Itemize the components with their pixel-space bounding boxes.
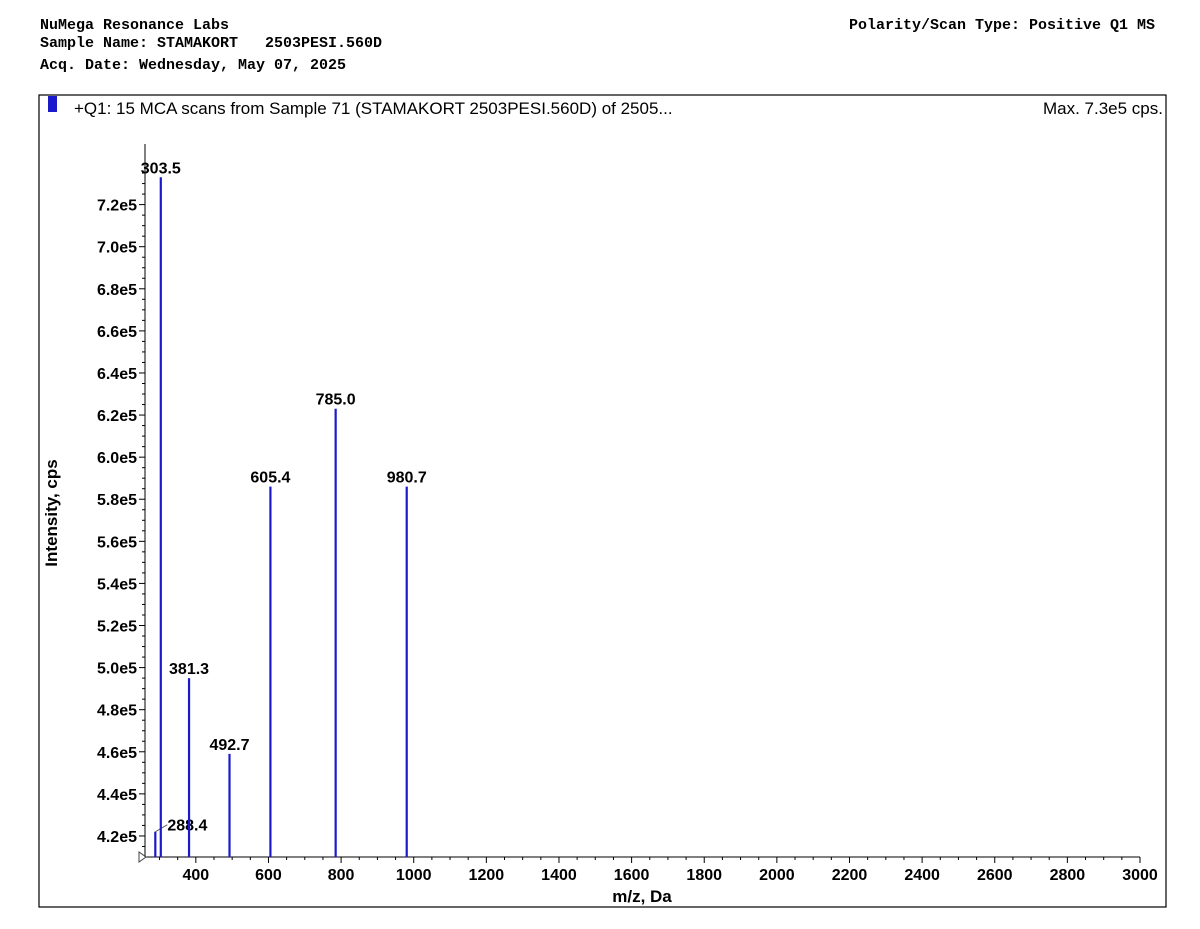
x-tick-label: 1800: [686, 867, 722, 884]
polarity-scan-type: Polarity/Scan Type: Positive Q1 MS: [848, 17, 1155, 34]
x-axis: 400 600 800 1000 1200 1400 1600 1800 2000 2200 240…: [145, 856, 1158, 884]
y-tick-label: 5.0e5: [97, 661, 137, 678]
y-tick-label: 6.6e5: [97, 324, 137, 341]
max-intensity-label: Max. 7.3e5 cps.: [1043, 99, 1163, 118]
y-tick-label: 6.2e5: [97, 408, 137, 425]
y-tick-label: 5.2e5: [97, 619, 137, 636]
x-tick-label: 600: [255, 867, 282, 884]
x-tick-label: 1200: [469, 867, 505, 884]
peak-label: 980.7: [387, 470, 427, 487]
y-tick-label: 6.0e5: [97, 450, 137, 467]
peak-label: 381.3: [169, 661, 209, 678]
peak-label: 605.4: [250, 470, 290, 487]
x-tick-label: 2600: [977, 867, 1013, 884]
y-tick-label: 5.4e5: [97, 576, 137, 593]
y-tick-label: 4.6e5: [97, 745, 137, 762]
y-tick-label: 5.8e5: [97, 492, 137, 509]
y-axis: 4.2e5 4.4e5 4.6e5 4.8e5 5.0e5 5.2e5 5.4e5 5.6e5…: [97, 144, 146, 857]
y-tick-label: 6.8e5: [97, 282, 137, 299]
y-tick-label: 4.8e5: [97, 703, 137, 720]
x-tick-label: 2800: [1050, 867, 1086, 884]
x-tick-label: 3000: [1122, 867, 1158, 884]
peak-label: 303.5: [141, 160, 181, 177]
y-axis-label: Intensity, cps: [42, 459, 61, 566]
peak-label: 492.7: [209, 737, 249, 754]
x-tick-label: 2400: [904, 867, 940, 884]
x-tick-label: 1000: [396, 867, 432, 884]
peaks: 288.4 303.5 381.3 492.7 605.4 785.0 980.7: [141, 160, 427, 857]
y-tick-label: 5.6e5: [97, 534, 137, 551]
plot-frame: [38, 94, 1167, 908]
lab-name: NuMega Resonance Labs: [40, 17, 230, 34]
axis-origin-marker: [138, 851, 147, 863]
x-tick-label: 1600: [614, 867, 650, 884]
y-tick-label: 4.4e5: [97, 787, 137, 804]
x-tick-label: 400: [182, 867, 209, 884]
peak-label: 288.4: [167, 818, 207, 835]
x-tick-label: 1400: [541, 867, 577, 884]
y-tick-label: 6.4e5: [97, 366, 137, 383]
x-tick-label: 800: [328, 867, 355, 884]
x-axis-label: m/z, Da: [612, 887, 672, 906]
y-tick-label: 4.2e5: [97, 829, 137, 846]
x-tick-label: 2000: [759, 867, 795, 884]
chart-title: +Q1: 15 MCA scans from Sample 71 (STAMAK…: [74, 99, 673, 118]
sample-name: Sample Name: STAMAKORT 2503PESI.560D: [40, 35, 383, 52]
x-tick-label: 2200: [832, 867, 868, 884]
peak-label: 785.0: [316, 392, 356, 409]
acquisition-date: Acq. Date: Wednesday, May 07, 2025: [40, 57, 347, 74]
y-tick-label: 7.0e5: [97, 240, 137, 257]
series-legend-swatch: [48, 96, 57, 112]
y-tick-label: 7.2e5: [97, 198, 137, 215]
